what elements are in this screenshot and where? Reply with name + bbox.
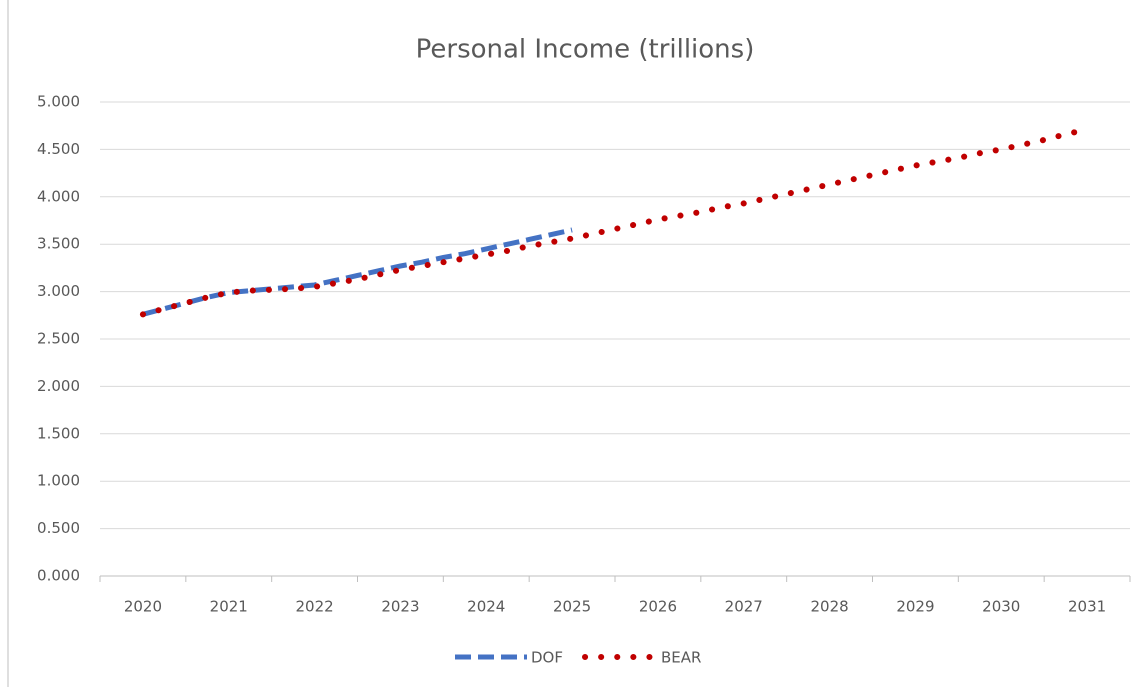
y-tick-label: 4.000 bbox=[37, 187, 80, 205]
y-tick-label: 3.500 bbox=[37, 235, 80, 253]
x-tick-label: 2020 bbox=[124, 598, 162, 616]
y-tick-label: 2.500 bbox=[37, 330, 80, 348]
x-tick-label: 2025 bbox=[553, 598, 591, 616]
x-tick-label: 2027 bbox=[725, 598, 763, 616]
y-tick-label: 2.000 bbox=[37, 377, 80, 395]
y-tick-label: 1.500 bbox=[37, 424, 80, 442]
series-line bbox=[139, 126, 1091, 318]
x-tick-label: 2029 bbox=[896, 598, 934, 616]
y-tick-label: 0.500 bbox=[37, 519, 80, 537]
y-tick-label: 3.000 bbox=[37, 282, 80, 300]
y-tick-label: 5.000 bbox=[37, 93, 80, 111]
x-tick-label: 2023 bbox=[381, 598, 419, 616]
x-tick-label: 2031 bbox=[1068, 598, 1106, 616]
chart-title: Personal Income (trillions) bbox=[416, 35, 755, 65]
x-tick-label: 2028 bbox=[810, 598, 848, 616]
x-tick-label: 2024 bbox=[467, 598, 505, 616]
series-line bbox=[142, 227, 573, 317]
y-tick-label: 1.000 bbox=[37, 472, 80, 490]
x-tick-label: 2030 bbox=[982, 598, 1020, 616]
x-tick-label: 2026 bbox=[639, 598, 677, 616]
x-tick-label: 2021 bbox=[210, 598, 248, 616]
legend-label: DOF bbox=[531, 649, 563, 667]
legend-label: BEAR bbox=[661, 649, 701, 667]
y-tick-label: 0.000 bbox=[37, 567, 80, 585]
y-tick-label: 4.500 bbox=[37, 140, 80, 158]
x-tick-label: 2022 bbox=[295, 598, 333, 616]
